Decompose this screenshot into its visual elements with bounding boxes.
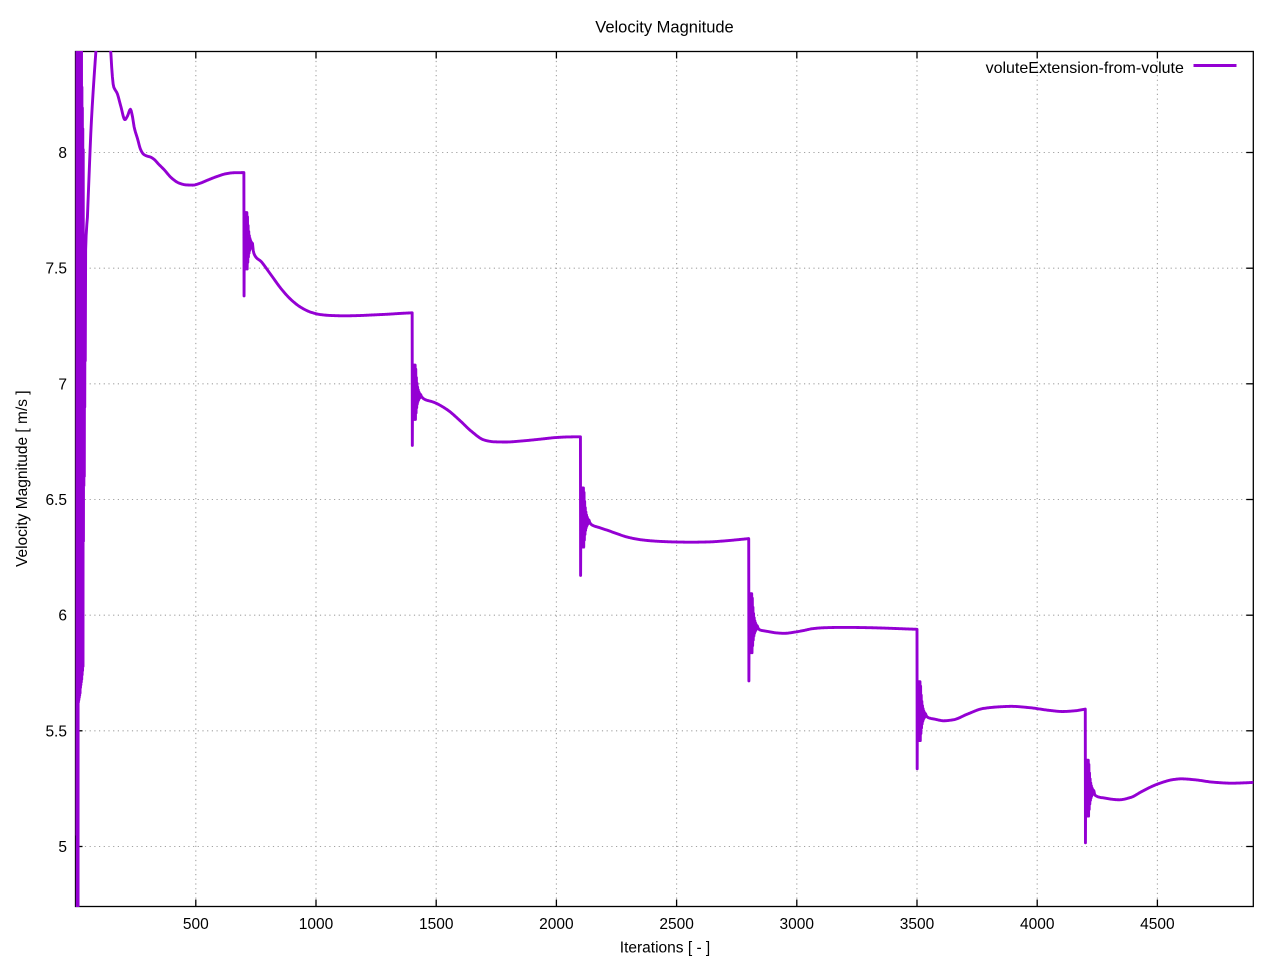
svg-text:Velocity Magnitude: Velocity Magnitude bbox=[595, 19, 734, 37]
svg-text:Iterations [ - ]: Iterations [ - ] bbox=[620, 940, 710, 957]
svg-text:4000: 4000 bbox=[1020, 916, 1055, 933]
svg-text:Velocity Magnitude [ m/s ]: Velocity Magnitude [ m/s ] bbox=[14, 390, 31, 567]
svg-text:500: 500 bbox=[183, 916, 209, 933]
svg-text:5: 5 bbox=[58, 839, 67, 856]
svg-text:3000: 3000 bbox=[780, 916, 815, 933]
svg-text:7: 7 bbox=[58, 376, 67, 393]
svg-text:8: 8 bbox=[58, 145, 67, 162]
svg-text:6: 6 bbox=[58, 608, 67, 625]
svg-text:5.5: 5.5 bbox=[45, 723, 67, 740]
svg-text:4500: 4500 bbox=[1140, 916, 1175, 933]
svg-text:6.5: 6.5 bbox=[45, 492, 67, 509]
svg-text:7.5: 7.5 bbox=[45, 261, 67, 278]
svg-text:1500: 1500 bbox=[419, 916, 454, 933]
svg-text:voluteExtension-from-volute: voluteExtension-from-volute bbox=[986, 60, 1184, 77]
svg-text:1000: 1000 bbox=[299, 916, 334, 933]
svg-text:2000: 2000 bbox=[539, 916, 574, 933]
svg-text:3500: 3500 bbox=[900, 916, 935, 933]
svg-text:2500: 2500 bbox=[659, 916, 694, 933]
